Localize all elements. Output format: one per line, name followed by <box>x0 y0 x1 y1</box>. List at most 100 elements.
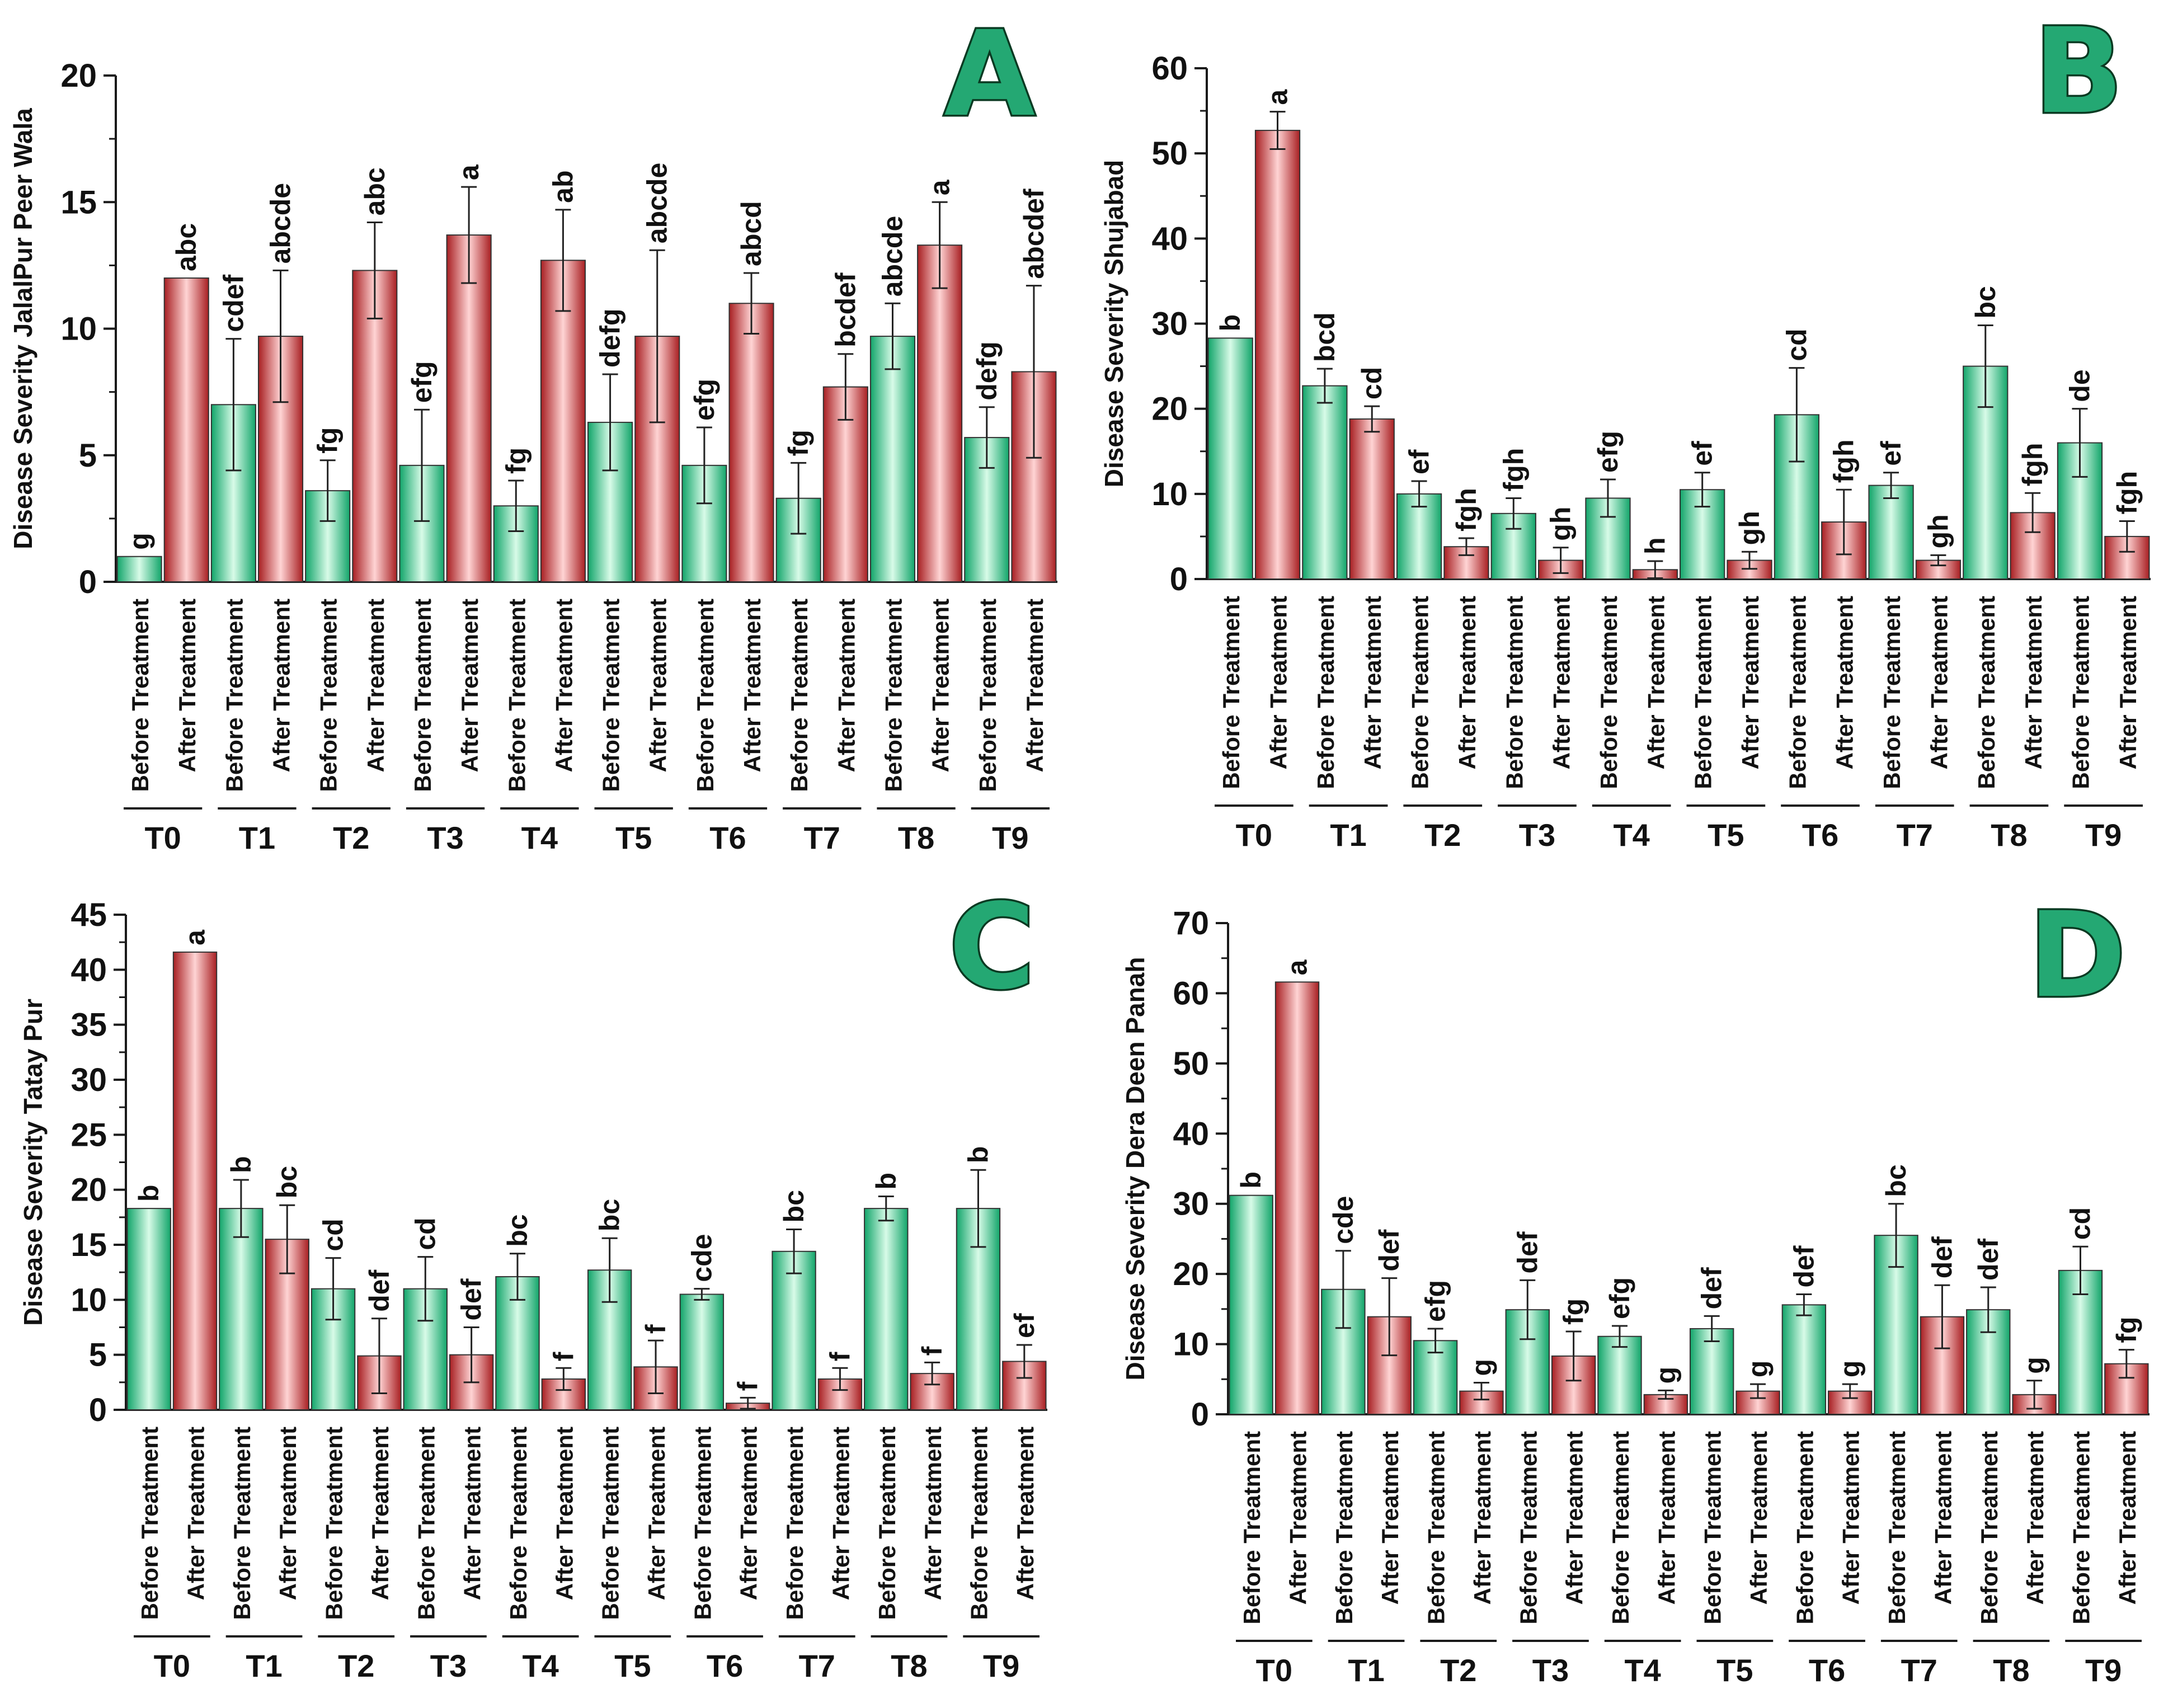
bar-before-treatment <box>1229 1194 1273 1415</box>
category-label: After Treatment <box>1266 596 1292 769</box>
group-label: T8 <box>898 820 934 855</box>
bar-after-treatment <box>540 260 586 582</box>
category-label: After Treatment <box>2020 596 2047 769</box>
significance-label: cd <box>1356 367 1387 399</box>
category-label: Before Treatment <box>221 599 247 792</box>
significance-label: fgh <box>1498 448 1529 492</box>
y-tick-label: 20 <box>70 1172 107 1208</box>
group-label: T2 <box>338 1648 374 1683</box>
category-label: After Treatment <box>739 599 765 772</box>
category-label: After Treatment <box>2022 1431 2048 1605</box>
category-label: After Treatment <box>1838 1431 1864 1605</box>
category-label: After Treatment <box>269 599 295 772</box>
significance-label: cd <box>318 1218 349 1251</box>
significance-label: cde <box>686 1234 717 1282</box>
bar-before-treatment <box>1302 385 1348 580</box>
category-label: Before Treatment <box>316 599 342 792</box>
group-label: T3 <box>430 1648 467 1683</box>
significance-label: abcdef <box>1018 189 1050 279</box>
group-label: T7 <box>1901 1653 1937 1688</box>
significance-label: b <box>1235 1171 1267 1189</box>
group-label: T7 <box>799 1648 835 1683</box>
category-label: Before Treatment <box>2067 596 2094 789</box>
significance-label: abcde <box>642 163 673 244</box>
y-tick-label: 25 <box>70 1117 107 1153</box>
category-label: After Treatment <box>1930 1431 1956 1605</box>
category-label: After Treatment <box>2114 1431 2141 1605</box>
significance-label: ef <box>1009 1313 1040 1338</box>
significance-label: fg <box>783 430 814 456</box>
significance-label: h <box>1639 537 1671 554</box>
category-label: After Treatment <box>551 599 577 772</box>
chart-panel-d: 0 10 20 30 40 50 60 70 Disease Severity Dera Dee… <box>1121 885 2150 1688</box>
category-label: After Treatment <box>367 1427 393 1600</box>
category-label: After Treatment <box>174 599 200 772</box>
significance-label: b <box>962 1146 994 1164</box>
significance-label: cdef <box>218 274 249 332</box>
category-label: After Treatment <box>645 599 671 772</box>
group-label: T3 <box>1519 817 1555 853</box>
category-label: Before Treatment <box>966 1427 992 1620</box>
significance-label: abc <box>359 167 391 215</box>
significance-label: efg <box>1604 1277 1635 1319</box>
significance-label: g <box>1742 1361 1774 1378</box>
group-label: T0 <box>154 1648 190 1683</box>
category-label: After Treatment <box>459 1427 486 1600</box>
group-label: T4 <box>521 820 558 855</box>
chart-panel-b: 0 10 20 30 40 50 60 Disease Severity Shujabad b B… <box>1099 1 2151 853</box>
group-label: T6 <box>709 820 746 855</box>
category-label: Before Treatment <box>1218 596 1244 789</box>
significance-label: f <box>732 1381 764 1391</box>
category-label: After Treatment <box>1454 596 1480 769</box>
category-label: After Treatment <box>1360 596 1386 769</box>
group-label: T3 <box>1532 1653 1569 1688</box>
category-label: Before Treatment <box>1791 1431 1818 1624</box>
y-tick-label: 15 <box>60 184 97 220</box>
category-label: After Treatment <box>1022 599 1048 772</box>
significance-label: abcde <box>265 183 297 264</box>
significance-label: g <box>1466 1359 1497 1376</box>
category-label: Before Treatment <box>1501 596 1527 789</box>
significance-label: a <box>1262 89 1294 105</box>
category-label: Before Treatment <box>1407 596 1433 789</box>
category-label: After Treatment <box>363 599 389 772</box>
y-tick-label: 30 <box>1173 1186 1209 1222</box>
panel-letter: D <box>2029 887 2126 1024</box>
significance-label: efg <box>689 379 720 421</box>
category-label: Before Treatment <box>1239 1431 1265 1624</box>
group-label: T5 <box>615 820 652 855</box>
category-label: Before Treatment <box>1313 596 1339 789</box>
chart-panel-c: 0 5 10 15 20 25 30 35 40 45 Disease Severity Tatay… <box>18 877 1047 1683</box>
category-label: Before Treatment <box>1973 596 2000 789</box>
category-label: Before Treatment <box>786 599 812 792</box>
category-label: Before Treatment <box>413 1427 439 1620</box>
significance-label: efg <box>1420 1280 1451 1322</box>
significance-label: g <box>124 533 155 550</box>
y-tick-label: 0 <box>1191 1396 1209 1433</box>
significance-label: a <box>924 179 956 195</box>
group-label: T9 <box>2085 1653 2122 1688</box>
category-label: After Treatment <box>1012 1427 1038 1600</box>
group-label: T7 <box>804 820 840 855</box>
y-tick-label: 10 <box>60 311 97 347</box>
category-label: After Treatment <box>1832 596 1858 769</box>
bar-after-treatment <box>917 244 963 582</box>
significance-label: efg <box>1592 431 1624 473</box>
group-label: T4 <box>1624 1653 1661 1688</box>
bar-before-treatment <box>1207 337 1253 580</box>
category-label: Before Treatment <box>1596 596 1622 789</box>
significance-label: bc <box>594 1199 625 1231</box>
category-label: After Treatment <box>1469 1431 1495 1605</box>
group-label: T1 <box>239 820 275 855</box>
significance-label: de <box>2064 369 2095 402</box>
category-label: After Treatment <box>1549 596 1575 769</box>
category-label: Before Treatment <box>782 1427 808 1620</box>
group-label: T8 <box>1993 1653 2029 1688</box>
significance-label: cde <box>1328 1196 1359 1244</box>
y-tick-label: 0 <box>89 1392 107 1428</box>
category-label: After Treatment <box>183 1427 209 1600</box>
category-label: Before Treatment <box>410 599 436 792</box>
significance-label: ef <box>1875 441 1907 466</box>
significance-label: f <box>824 1352 855 1361</box>
y-axis-title: Disease Severity Shujabad <box>1099 160 1128 488</box>
